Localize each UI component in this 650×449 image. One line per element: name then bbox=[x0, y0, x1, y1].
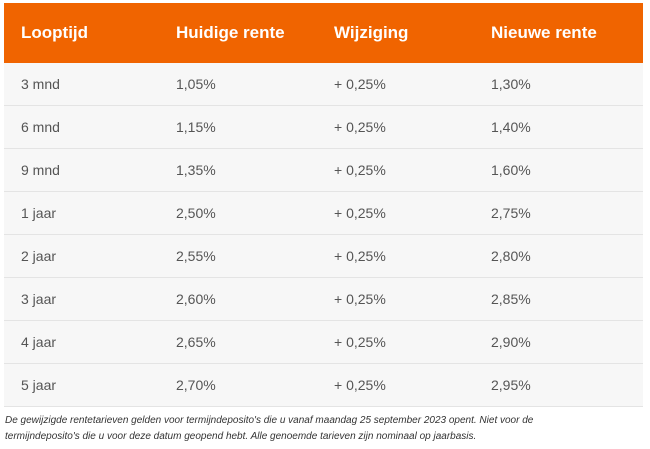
cell-wijziging: + 0,25% bbox=[334, 62, 491, 106]
cell-looptijd: 3 jaar bbox=[4, 277, 176, 321]
cell-huidige-rente: 2,50% bbox=[176, 191, 334, 235]
cell-huidige-rente: 2,70% bbox=[176, 363, 334, 407]
cell-wijziging: + 0,25% bbox=[334, 363, 491, 407]
table-row: 6 mnd 1,15% + 0,25% 1,40% bbox=[4, 105, 643, 149]
cell-nieuwe-rente: 2,80% bbox=[491, 234, 643, 278]
cell-wijziging: + 0,25% bbox=[334, 234, 491, 278]
cell-nieuwe-rente: 1,60% bbox=[491, 148, 643, 192]
interest-rate-table-container: Looptijd Huidige rente Wijziging Nieuwe … bbox=[4, 3, 643, 407]
cell-looptijd: 6 mnd bbox=[4, 105, 176, 149]
table-row: 3 mnd 1,05% + 0,25% 1,30% bbox=[4, 62, 643, 106]
table-body: 3 mnd 1,05% + 0,25% 1,30% 6 mnd 1,15% + … bbox=[4, 62, 643, 407]
interest-rate-table: Looptijd Huidige rente Wijziging Nieuwe … bbox=[4, 3, 643, 407]
footnote-line-1: De gewijzigde rentetarieven gelden voor … bbox=[5, 415, 534, 426]
table-header-row: Looptijd Huidige rente Wijziging Nieuwe … bbox=[4, 3, 643, 63]
table-row: 2 jaar 2,55% + 0,25% 2,80% bbox=[4, 234, 643, 278]
cell-nieuwe-rente: 1,40% bbox=[491, 105, 643, 149]
table-row: 1 jaar 2,50% + 0,25% 2,75% bbox=[4, 191, 643, 235]
cell-huidige-rente: 2,55% bbox=[176, 234, 334, 278]
cell-nieuwe-rente: 2,95% bbox=[491, 363, 643, 407]
table-row: 4 jaar 2,65% + 0,25% 2,90% bbox=[4, 320, 643, 364]
header-huidige-rente: Huidige rente bbox=[176, 3, 334, 63]
cell-looptijd: 4 jaar bbox=[4, 320, 176, 364]
cell-looptijd: 5 jaar bbox=[4, 363, 176, 407]
cell-looptijd: 9 mnd bbox=[4, 148, 176, 192]
table-row: 9 mnd 1,35% + 0,25% 1,60% bbox=[4, 148, 643, 192]
cell-nieuwe-rente: 1,30% bbox=[491, 62, 643, 106]
cell-nieuwe-rente: 2,90% bbox=[491, 320, 643, 364]
cell-huidige-rente: 2,60% bbox=[176, 277, 334, 321]
cell-wijziging: + 0,25% bbox=[334, 277, 491, 321]
cell-looptijd: 1 jaar bbox=[4, 191, 176, 235]
header-wijziging: Wijziging bbox=[334, 3, 491, 63]
footnote-line-2: termijndeposito's die u voor deze datum … bbox=[5, 430, 477, 442]
cell-huidige-rente: 1,15% bbox=[176, 105, 334, 149]
header-nieuwe-rente: Nieuwe rente bbox=[491, 3, 643, 63]
cell-looptijd: 2 jaar bbox=[4, 234, 176, 278]
cell-huidige-rente: 2,65% bbox=[176, 320, 334, 364]
table-row: 5 jaar 2,70% + 0,25% 2,95% bbox=[4, 363, 643, 407]
table-row: 3 jaar 2,60% + 0,25% 2,85% bbox=[4, 277, 643, 321]
table-footnote: De gewijzigde rentetarieven gelden voor … bbox=[5, 413, 635, 444]
cell-wijziging: + 0,25% bbox=[334, 105, 491, 149]
cell-wijziging: + 0,25% bbox=[334, 191, 491, 235]
header-looptijd: Looptijd bbox=[4, 3, 176, 63]
cell-nieuwe-rente: 2,85% bbox=[491, 277, 643, 321]
cell-wijziging: + 0,25% bbox=[334, 148, 491, 192]
cell-wijziging: + 0,25% bbox=[334, 320, 491, 364]
cell-huidige-rente: 1,35% bbox=[176, 148, 334, 192]
cell-nieuwe-rente: 2,75% bbox=[491, 191, 643, 235]
table-header: Looptijd Huidige rente Wijziging Nieuwe … bbox=[4, 3, 643, 63]
cell-looptijd: 3 mnd bbox=[4, 62, 176, 106]
cell-huidige-rente: 1,05% bbox=[176, 62, 334, 106]
